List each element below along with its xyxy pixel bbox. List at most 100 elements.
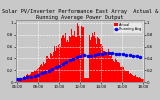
Bar [104,51,105,82]
Bar [118,62,119,82]
Bar [54,46,55,82]
Bar [87,78,88,82]
Bar [83,27,84,82]
Bar [29,75,30,82]
Bar [136,77,137,82]
Bar [59,44,60,82]
Bar [27,74,28,82]
Bar [96,44,97,82]
Bar [121,67,122,82]
Bar [77,23,78,82]
Bar [141,79,142,82]
Bar [41,64,42,82]
Bar [50,53,51,82]
Bar [25,77,26,82]
Bar [46,56,47,82]
Bar [140,78,141,82]
Title: Solar PV/Inverter Performance East Array  Actual & Running Average Power Output: Solar PV/Inverter Performance East Array… [2,9,158,20]
Bar [137,77,138,82]
Bar [110,56,111,82]
Bar [43,62,44,82]
Bar [86,78,87,82]
Bar [139,77,140,82]
Bar [75,37,76,82]
Bar [31,74,32,82]
Bar [34,70,35,82]
Bar [115,58,116,82]
Bar [37,69,38,82]
Bar [49,59,50,82]
Bar [94,32,95,82]
Bar [69,36,70,82]
Bar [88,78,89,82]
Bar [73,35,74,82]
Bar [56,46,57,82]
Bar [82,27,83,82]
Bar [120,67,121,82]
Bar [57,48,58,82]
Bar [65,33,66,82]
Bar [71,28,72,82]
Bar [100,44,101,82]
Bar [85,78,86,82]
Bar [101,44,102,82]
Bar [42,66,43,82]
Bar [134,76,135,82]
Bar [91,37,92,82]
Bar [99,40,100,82]
Bar [130,74,131,82]
Bar [108,49,109,82]
Bar [51,54,52,82]
Bar [26,75,27,82]
Bar [52,56,53,82]
Bar [19,78,20,82]
Bar [102,46,103,82]
Bar [105,53,106,82]
Bar [126,71,127,82]
Bar [33,72,34,82]
Bar [45,63,46,82]
Bar [61,38,62,82]
Bar [55,51,56,82]
Bar [78,26,79,82]
Bar [117,62,118,82]
Bar [22,78,23,82]
Bar [72,35,73,82]
Bar [89,36,90,82]
Bar [113,61,114,82]
Bar [111,54,112,82]
Bar [143,79,144,82]
Bar [123,67,124,82]
Bar [93,35,94,82]
Bar [47,56,48,82]
Bar [68,37,69,82]
Bar [28,75,29,82]
Bar [64,38,65,82]
Bar [103,51,104,82]
Bar [79,35,80,82]
Bar [131,74,132,82]
Bar [70,37,71,82]
Bar [124,70,125,82]
Bar [53,55,54,82]
Bar [98,38,99,82]
Bar [107,52,108,82]
Bar [67,40,68,82]
Bar [125,71,126,82]
Bar [20,78,21,82]
Bar [63,35,64,82]
Bar [48,58,49,82]
Bar [142,79,143,82]
Bar [60,47,61,82]
Bar [116,60,117,82]
Bar [36,70,37,82]
Bar [23,76,24,82]
Bar [138,78,139,82]
Bar [32,72,33,82]
Bar [35,71,36,82]
Legend: Actual, Running Avg: Actual, Running Avg [113,22,142,32]
Bar [16,79,17,82]
Bar [76,37,77,82]
Bar [62,35,63,82]
Bar [129,74,130,82]
